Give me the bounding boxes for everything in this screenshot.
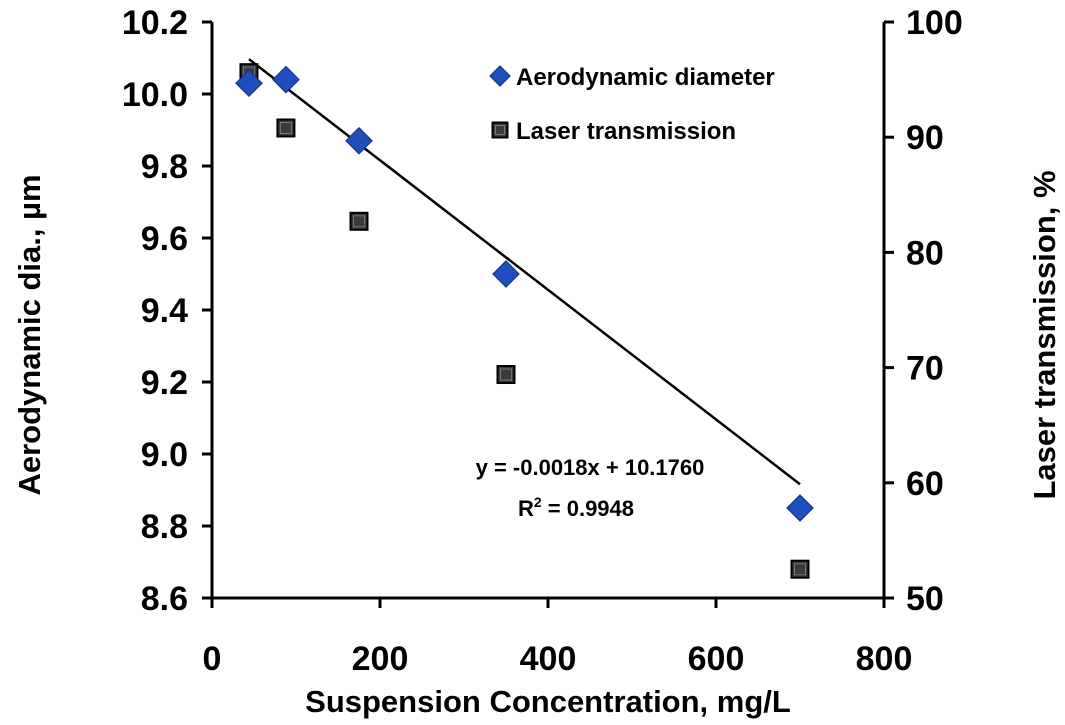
y-left-tick-label: 10.0 — [122, 76, 188, 114]
ticks: 0 200 400 600 800 8.6 8.8 9.0 9.2 9.4 9.6 9.8 10.0 10… — [122, 4, 963, 678]
aerodynamic-diameter-point — [235, 69, 263, 98]
y-right-tick-label: 50 — [906, 580, 944, 618]
x-tick-label: 600 — [688, 640, 745, 678]
legend-marker-aerodynamic-diameter — [489, 65, 511, 87]
trendline-group — [248, 58, 801, 486]
aerodynamic-diameter-point — [786, 494, 814, 522]
y-axis-right-title: Laser transmission, % — [1027, 170, 1062, 499]
legend: Aerodynamic diameter Laser transmission — [489, 64, 775, 145]
y-left-tick-label: 9.4 — [141, 292, 188, 330]
y-left-tick-label: 9.6 — [141, 220, 188, 258]
laser-transmission-point — [276, 118, 296, 138]
y-right-tick-label: 80 — [906, 234, 944, 272]
y-right-tick-label: 90 — [906, 119, 944, 157]
y-right-tick-label: 100 — [906, 4, 963, 42]
legend-marker-laser-transmission — [491, 121, 509, 139]
x-axis-title: Suspension Concentration, mg/L — [305, 684, 791, 719]
laser-transmission-point — [496, 365, 516, 385]
y-left-tick-label: 8.6 — [141, 580, 188, 618]
r2-prefix: R — [518, 496, 534, 521]
x-tick-label: 200 — [352, 640, 409, 678]
x-tick-label: 0 — [203, 640, 222, 678]
y-right-tick-label: 60 — [906, 465, 944, 503]
y-left-tick-label: 9.0 — [141, 436, 188, 474]
aerodynamic-diameter-point — [345, 126, 373, 155]
aerodynamic-diameter-point — [272, 65, 300, 94]
legend-label-aerodynamic-diameter: Aerodynamic diameter — [516, 64, 775, 91]
r2-value: = 0.9948 — [542, 496, 634, 521]
aerodynamic-diameter-point — [492, 260, 520, 288]
y-right-tick-label: 70 — [906, 350, 944, 388]
data-marks — [235, 63, 814, 579]
y-left-tick-label: 9.8 — [141, 148, 188, 186]
laser-transmission-point — [790, 559, 810, 579]
x-tick-label: 400 — [520, 640, 577, 678]
r2-superscript: 2 — [534, 494, 542, 510]
legend-label-laser-transmission: Laser transmission — [516, 118, 736, 145]
trendline — [248, 58, 801, 486]
trend-r-squared: R2 = 0.9948 — [518, 494, 634, 521]
y-axis-left-title: Aerodynamic dia., µm — [12, 174, 47, 495]
y-left-tick-label: 9.2 — [141, 364, 188, 402]
trend-equation: y = -0.0018x + 10.1760 — [476, 455, 705, 480]
y-left-tick-label: 8.8 — [141, 508, 188, 546]
laser-transmission-point — [349, 211, 369, 231]
x-tick-label: 800 — [856, 640, 913, 678]
y-left-tick-label: 10.2 — [122, 4, 188, 42]
